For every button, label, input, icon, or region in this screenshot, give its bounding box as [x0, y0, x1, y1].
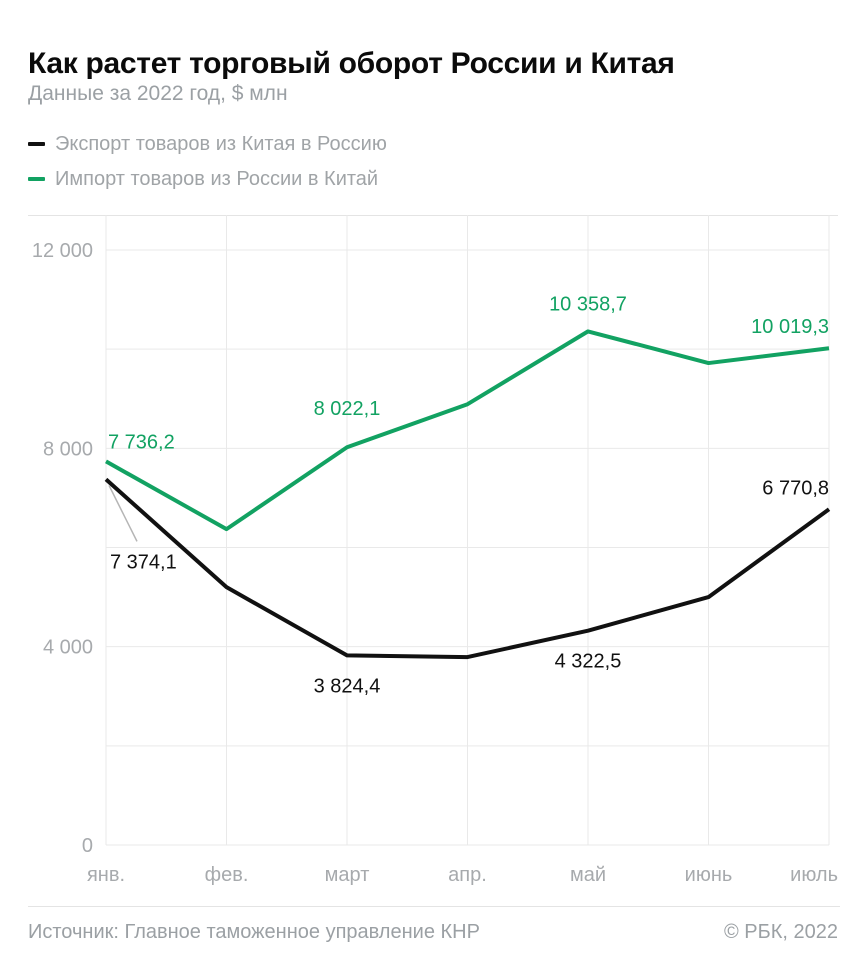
x-axis-label: фев. [205, 864, 249, 886]
x-axis-label: март [325, 864, 370, 886]
chart-top-border [28, 215, 838, 216]
x-axis-label: май [570, 864, 606, 886]
x-axis-label: апр. [448, 864, 487, 886]
data-label: 10 358,7 [549, 293, 627, 315]
data-label: 3 824,4 [314, 675, 381, 697]
series-line-import [105, 329, 830, 532]
x-axis-label: июнь [685, 864, 733, 886]
legend-item-import: Импорт товаров из России в Китай [28, 167, 387, 191]
data-label: 7 736,2 [108, 431, 175, 453]
legend: Экспорт товаров из Китая в Россию Импорт… [28, 132, 387, 202]
legend-dash-icon [28, 142, 45, 146]
y-axis-label: 0 [82, 835, 93, 857]
legend-dash-icon [28, 177, 45, 181]
x-axis-label: июль [790, 864, 838, 886]
x-axis-label: янв. [87, 864, 125, 886]
data-label: 6 770,8 [762, 477, 829, 499]
data-label: 8 022,1 [314, 398, 381, 420]
page-title: Как растет торговый оборот России и Кита… [28, 47, 675, 81]
y-axis-label: 4 000 [43, 637, 93, 659]
copyright-note: © РБК, 2022 [723, 921, 838, 943]
source-note: Источник: Главное таможенное управление … [28, 921, 480, 943]
chart-subtitle: Данные за 2022 год, $ млн [28, 82, 288, 105]
legend-item-label: Импорт товаров из России в Китай [55, 167, 379, 190]
series-line-export [104, 477, 831, 660]
data-label: 7 374,1 [110, 551, 177, 573]
footer-divider [28, 906, 840, 907]
y-axis-label: 12 000 [32, 240, 93, 262]
legend-item-label: Экспорт товаров из Китая в Россию [55, 132, 387, 155]
y-axis-label: 8 000 [43, 438, 93, 460]
data-label: 10 019,3 [751, 316, 829, 338]
legend-item-export: Экспорт товаров из Китая в Россию [28, 132, 387, 156]
callout-line [108, 485, 138, 542]
data-label: 4 322,5 [555, 651, 622, 673]
